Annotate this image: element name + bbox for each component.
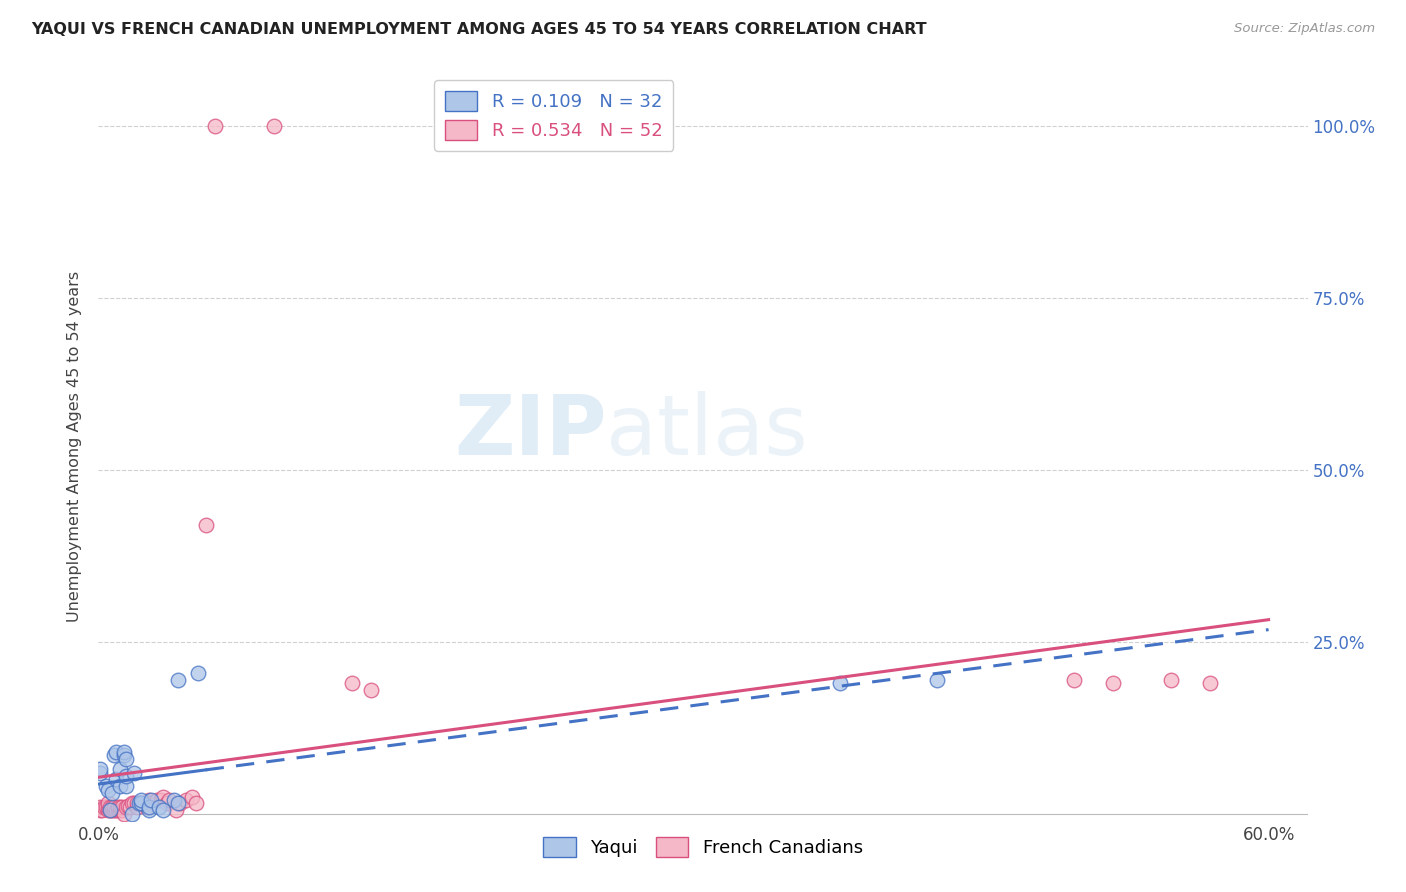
Point <box>118 800 141 814</box>
Point <box>89 800 111 814</box>
Point <box>131 797 153 811</box>
Point <box>1160 673 1182 687</box>
Point <box>89 765 111 780</box>
Point <box>163 793 186 807</box>
Point <box>139 797 162 811</box>
Point <box>122 765 145 780</box>
Point <box>157 793 180 807</box>
Point <box>101 800 124 814</box>
Point <box>97 803 120 817</box>
Point <box>1063 673 1085 687</box>
Point <box>107 800 129 814</box>
Point <box>131 793 153 807</box>
Point <box>101 786 124 800</box>
Point <box>103 803 125 817</box>
Point <box>828 676 851 690</box>
Point <box>104 745 127 759</box>
Point <box>97 800 120 814</box>
Point <box>97 797 120 811</box>
Point <box>167 797 190 811</box>
Point <box>925 673 948 687</box>
Point <box>165 803 187 817</box>
Point <box>131 797 153 811</box>
Point <box>138 800 160 814</box>
Point <box>111 803 134 817</box>
Point <box>181 789 204 804</box>
Point <box>104 772 127 787</box>
Point <box>108 803 131 817</box>
Point <box>111 800 134 814</box>
Point <box>127 797 149 811</box>
Point <box>114 800 136 814</box>
Point <box>149 793 172 807</box>
Point <box>103 748 125 763</box>
Text: YAQUI VS FRENCH CANADIAN UNEMPLOYMENT AMONG AGES 45 TO 54 YEARS CORRELATION CHAR: YAQUI VS FRENCH CANADIAN UNEMPLOYMENT AM… <box>31 22 927 37</box>
Point <box>98 803 121 817</box>
Point <box>121 806 143 821</box>
Point <box>114 779 136 793</box>
Point <box>360 683 382 698</box>
Point <box>96 800 118 814</box>
Point <box>169 797 191 811</box>
Point <box>263 120 285 134</box>
Point <box>108 762 131 776</box>
Point <box>138 803 160 817</box>
Point <box>108 800 131 814</box>
Point <box>139 793 162 807</box>
Point <box>112 745 135 759</box>
Point <box>93 800 115 814</box>
Text: Source: ZipAtlas.com: Source: ZipAtlas.com <box>1234 22 1375 36</box>
Point <box>103 800 125 814</box>
Point <box>156 797 179 811</box>
Point <box>97 782 120 797</box>
Point <box>148 800 170 814</box>
Point <box>108 779 131 793</box>
Point <box>98 800 121 814</box>
Point <box>114 752 136 766</box>
Point <box>96 779 118 793</box>
Text: atlas: atlas <box>606 391 808 472</box>
Point <box>167 673 190 687</box>
Point <box>91 803 114 817</box>
Point <box>121 797 143 811</box>
Point <box>127 800 149 814</box>
Point <box>187 665 209 680</box>
Point <box>104 803 127 817</box>
Y-axis label: Unemployment Among Ages 45 to 54 years: Unemployment Among Ages 45 to 54 years <box>66 270 82 622</box>
Point <box>122 797 145 811</box>
Point <box>152 789 174 804</box>
Text: ZIP: ZIP <box>454 391 606 472</box>
Legend: Yaqui, French Canadians: Yaqui, French Canadians <box>536 830 870 864</box>
Point <box>107 803 129 817</box>
Point <box>138 793 160 807</box>
Point <box>184 797 207 811</box>
Point <box>114 769 136 783</box>
Point <box>112 806 135 821</box>
Point <box>340 676 363 690</box>
Point <box>136 800 159 814</box>
Point <box>101 803 124 817</box>
Point <box>152 803 174 817</box>
Point <box>89 803 111 817</box>
Point <box>204 120 226 134</box>
Point <box>89 762 111 776</box>
Point <box>194 518 217 533</box>
Point <box>98 803 121 817</box>
Point <box>128 797 150 811</box>
Point <box>117 798 139 813</box>
Point <box>112 748 135 763</box>
Point <box>146 793 169 807</box>
Point <box>174 793 197 807</box>
Point <box>1101 676 1123 690</box>
Point <box>1199 676 1222 690</box>
